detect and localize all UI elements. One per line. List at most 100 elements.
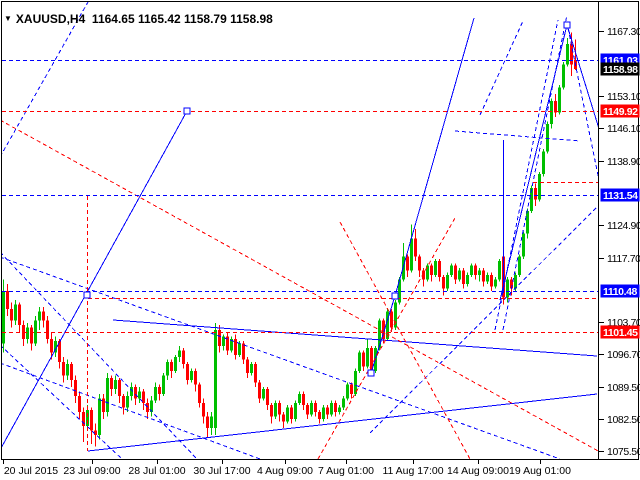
candle-body xyxy=(258,382,261,399)
candle-body xyxy=(414,238,417,257)
candle-body xyxy=(70,364,73,381)
candle-body xyxy=(110,377,113,390)
candle-body xyxy=(294,402,297,419)
candle-body xyxy=(550,101,553,124)
candle-body xyxy=(474,265,477,275)
candle-body xyxy=(314,402,317,413)
candle-body xyxy=(478,270,481,275)
candle-body xyxy=(158,386,161,394)
candle-body xyxy=(46,320,49,339)
trendline[interactable] xyxy=(317,217,456,459)
candle-body xyxy=(34,320,37,344)
time-tick-label: 14 Aug 09:00 xyxy=(447,465,509,477)
candle-body xyxy=(206,416,209,429)
price-tick-label: 1138.90 xyxy=(607,156,640,168)
trendline[interactable] xyxy=(0,2,89,157)
price-marker-label: 1149.92 xyxy=(603,106,638,118)
candle-body xyxy=(90,409,93,431)
candle-body xyxy=(286,407,289,422)
candle-body xyxy=(566,43,569,65)
trendline[interactable] xyxy=(566,24,600,132)
trendline-handle[interactable] xyxy=(367,369,375,377)
candle-body xyxy=(234,338,237,355)
candle-body xyxy=(510,279,513,289)
price-tick-label: 1096.70 xyxy=(607,349,640,361)
candle-body xyxy=(410,238,413,271)
price-marker-label: 1158.98 xyxy=(603,64,638,76)
trendline[interactable] xyxy=(369,206,598,434)
candle-body xyxy=(6,290,9,310)
candle-body xyxy=(442,277,445,289)
candle-body xyxy=(142,391,145,403)
candle-body xyxy=(166,361,169,376)
trendline-handle[interactable] xyxy=(563,21,571,29)
candle-body xyxy=(342,398,345,408)
candle-body xyxy=(398,279,401,303)
trendline[interactable] xyxy=(112,319,598,357)
price-marker-label: 1101.45 xyxy=(603,327,638,339)
candle-body xyxy=(274,402,277,417)
trendline[interactable] xyxy=(502,14,568,331)
overlay-objects xyxy=(0,2,600,459)
candle-body xyxy=(430,265,433,275)
candle-body xyxy=(466,274,469,285)
price-axis[interactable]: 1167.30 1153.10 1146.10 1138.90 1124.90 1117.… xyxy=(599,26,640,458)
candle-body xyxy=(490,274,493,287)
trendline-handle[interactable] xyxy=(83,291,91,299)
candle-body xyxy=(462,270,465,285)
candle-body xyxy=(198,384,201,403)
price-tick-label: 1117.70 xyxy=(607,253,640,265)
trendline[interactable] xyxy=(499,24,568,301)
candle-body xyxy=(486,274,489,282)
candle-body xyxy=(226,336,229,351)
price-tick-label: 1075.50 xyxy=(607,446,640,458)
price-tick-label: 1124.90 xyxy=(607,220,640,232)
trendline[interactable] xyxy=(0,110,188,450)
trendline[interactable] xyxy=(394,17,475,297)
price-tick-label: 1089.50 xyxy=(607,382,640,394)
trendline[interactable] xyxy=(339,221,471,459)
candle-body xyxy=(306,405,309,415)
time-axis[interactable]: 20 Jul 2015 23 Jul 09:00 28 Jul 01:00 30 Ju… xyxy=(3,459,572,477)
candle-body xyxy=(190,370,193,381)
candle-body xyxy=(382,320,385,339)
trendline-handle[interactable] xyxy=(391,292,399,300)
candle-body xyxy=(530,187,533,211)
trendline[interactable] xyxy=(0,120,600,452)
trendline[interactable] xyxy=(87,393,598,452)
trendline[interactable] xyxy=(370,295,396,374)
candle-body xyxy=(126,396,129,408)
time-tick-label: 11 Aug 17:00 xyxy=(382,465,443,477)
candle-body xyxy=(318,412,321,419)
candle-body xyxy=(118,380,121,397)
trendline[interactable] xyxy=(494,19,559,331)
symbol-menu-triangle-icon[interactable]: ▼ xyxy=(4,14,12,23)
candle-body xyxy=(38,311,41,321)
time-tick-label: 19 Aug 01:00 xyxy=(509,465,571,477)
trendline[interactable] xyxy=(0,252,198,459)
candle-body xyxy=(238,343,241,355)
candle-body xyxy=(242,343,245,360)
candle-body xyxy=(218,329,221,346)
trendline[interactable] xyxy=(0,257,561,459)
trendline[interactable] xyxy=(567,27,600,185)
candle-body xyxy=(482,270,485,282)
price-marker-box xyxy=(600,62,640,76)
price-marker-box xyxy=(600,284,640,298)
candle-body xyxy=(266,389,269,406)
candle-body xyxy=(450,265,453,275)
candles xyxy=(2,32,577,447)
candle-body xyxy=(434,261,437,275)
candle-body xyxy=(122,396,125,408)
time-tick-label: 30 Jul 17:00 xyxy=(193,465,250,477)
candle-body xyxy=(422,270,425,280)
candle-body xyxy=(150,400,153,413)
chart-frame xyxy=(1,1,639,460)
candle-body xyxy=(346,384,349,399)
trendline[interactable] xyxy=(479,20,524,116)
trendline-handle[interactable] xyxy=(183,107,191,115)
candle-body xyxy=(106,377,109,413)
